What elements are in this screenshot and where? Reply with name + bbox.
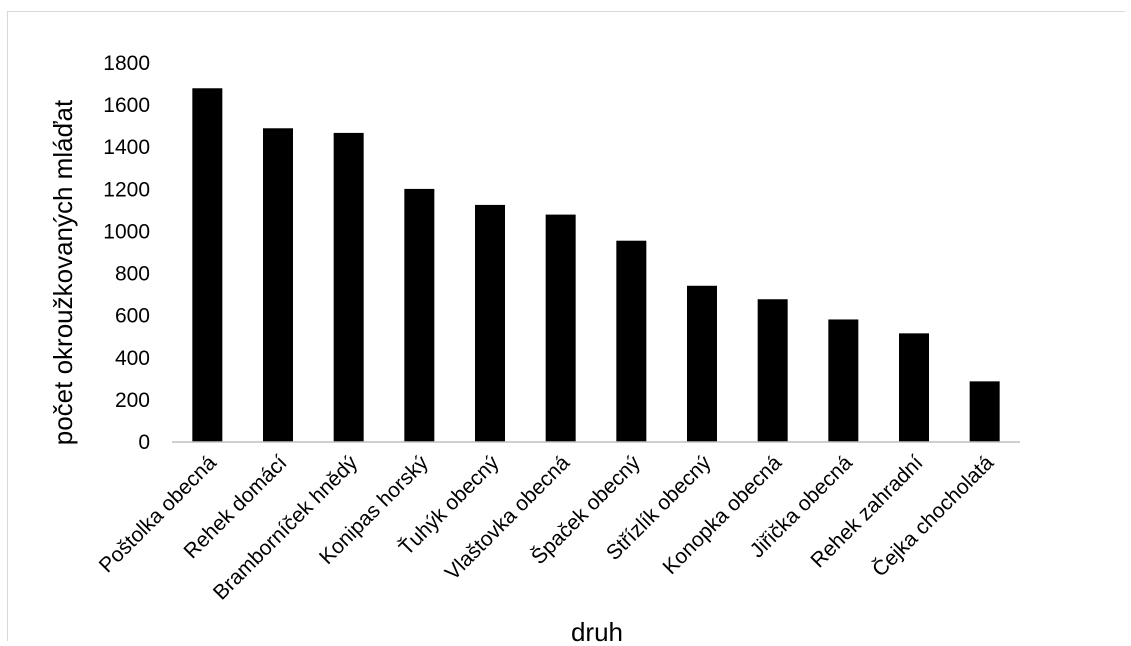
y-tick-label: 0 (138, 431, 150, 454)
y-tick-label: 400 (115, 347, 150, 370)
bar (899, 333, 929, 442)
y-tick-label: 1000 (103, 220, 150, 243)
bar (404, 188, 435, 442)
y-tick-label: 1600 (103, 94, 150, 117)
bar (263, 128, 293, 442)
bar (757, 299, 788, 442)
chart-frame (7, 11, 1125, 641)
bar (969, 381, 1000, 442)
y-tick-label: 1200 (103, 178, 150, 201)
y-tick-label: 1400 (103, 136, 150, 159)
bar (616, 240, 647, 442)
bar (192, 88, 223, 443)
x-tick-label: Čejka chocholatá (868, 451, 998, 581)
bar (687, 285, 717, 442)
y-tick-label: 600 (115, 305, 150, 328)
x-tick-label: Konopka obecná (658, 451, 786, 579)
y-axis-title: počet okroužkovaných mláďat (48, 99, 78, 445)
y-tick-label: 800 (115, 263, 150, 286)
bar (475, 204, 505, 442)
bar (333, 132, 364, 442)
y-tick-label: 1800 (103, 52, 150, 75)
x-tick-label: Vlaštovka obecná (441, 451, 575, 585)
y-axis-ticks: 0 200 400 600 800 1000 1200 1400 1600 1800 (103, 52, 150, 454)
x-tick-label: Poštolka obecná (95, 451, 221, 577)
bar (545, 214, 576, 442)
y-tick-label: 200 (115, 389, 150, 412)
x-axis-title: druh (571, 617, 623, 646)
bar (828, 319, 859, 442)
bars (192, 88, 1000, 443)
